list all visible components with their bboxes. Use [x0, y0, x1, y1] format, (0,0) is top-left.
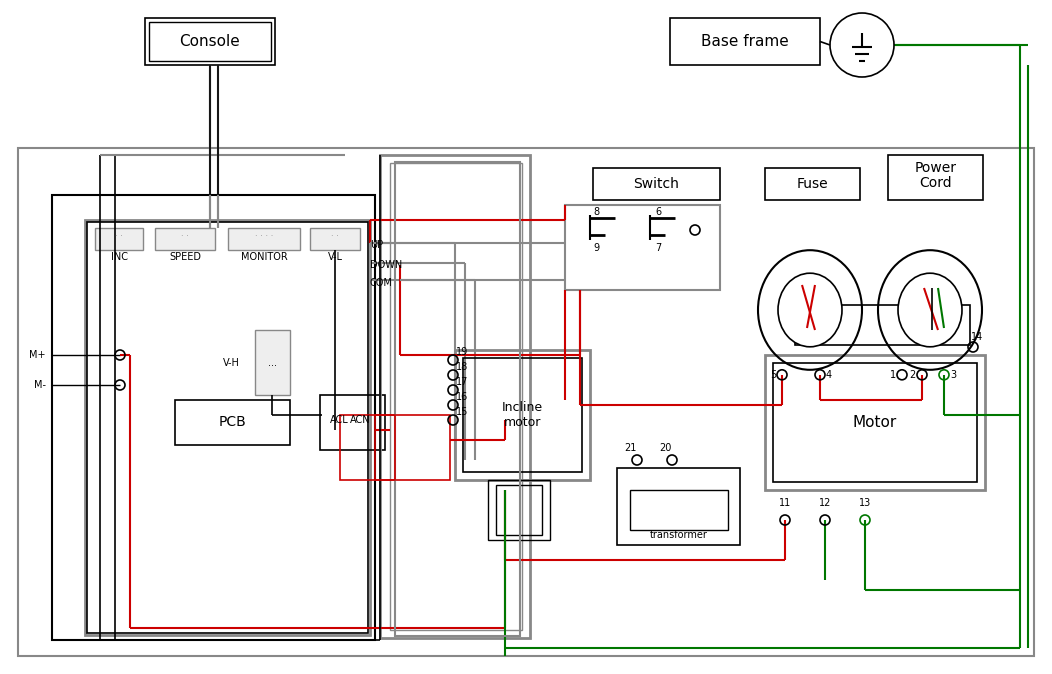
Text: 14: 14 — [971, 332, 984, 342]
Text: 7: 7 — [655, 243, 662, 253]
Ellipse shape — [778, 273, 842, 347]
Text: INC: INC — [110, 252, 127, 262]
Bar — [618, 468, 740, 545]
Bar — [155, 228, 215, 250]
Bar — [630, 490, 728, 530]
Bar — [145, 18, 275, 65]
Bar — [95, 228, 143, 250]
Text: 19: 19 — [456, 347, 468, 357]
Bar — [495, 485, 542, 535]
Text: Switch: Switch — [633, 177, 680, 191]
Text: 15: 15 — [456, 407, 468, 417]
Text: 9: 9 — [593, 243, 600, 253]
Text: M-: M- — [34, 380, 46, 390]
Text: 5: 5 — [770, 370, 776, 380]
Text: V-H: V-H — [223, 357, 240, 367]
Text: 11: 11 — [778, 498, 791, 508]
Bar — [670, 18, 820, 65]
Text: 16: 16 — [456, 392, 468, 402]
Text: 13: 13 — [858, 498, 871, 508]
Text: . .: . . — [181, 230, 189, 239]
Text: . .: . . — [331, 230, 339, 239]
Bar — [85, 220, 370, 635]
Text: Fuse: Fuse — [796, 177, 828, 191]
Text: M+: M+ — [29, 350, 46, 360]
Bar — [255, 330, 290, 395]
Text: Base frame: Base frame — [701, 34, 789, 49]
Text: . .: . . — [115, 230, 123, 239]
Text: transformer: transformer — [649, 530, 707, 540]
Text: UP: UP — [370, 240, 383, 250]
Bar — [888, 155, 983, 200]
Text: 12: 12 — [818, 498, 831, 508]
Text: MONITOR: MONITOR — [241, 252, 287, 262]
Text: V-L: V-L — [327, 252, 343, 262]
Text: 4: 4 — [826, 370, 832, 380]
Bar — [18, 148, 1034, 656]
Text: 1: 1 — [890, 370, 896, 380]
Bar — [375, 415, 450, 480]
Bar — [488, 480, 550, 540]
Text: Incline
motor: Incline motor — [502, 401, 543, 429]
Text: 3: 3 — [950, 370, 956, 380]
Text: Cord: Cord — [919, 176, 952, 190]
Bar — [765, 355, 985, 490]
Text: 2: 2 — [910, 370, 916, 380]
Bar — [394, 162, 520, 636]
Text: 20: 20 — [659, 443, 671, 453]
Text: COM: COM — [370, 278, 392, 288]
Bar — [52, 195, 375, 640]
Bar — [795, 305, 970, 345]
Bar — [310, 228, 360, 250]
Bar — [765, 168, 859, 200]
Text: 6: 6 — [655, 207, 661, 217]
Bar — [228, 228, 300, 250]
Text: ACN: ACN — [350, 415, 370, 425]
Bar — [175, 400, 290, 445]
Text: Power: Power — [914, 161, 956, 175]
Text: Console: Console — [180, 34, 240, 49]
Text: 8: 8 — [593, 207, 600, 217]
Bar — [456, 350, 590, 480]
Text: PCB: PCB — [219, 415, 246, 429]
Bar — [320, 395, 385, 450]
Bar — [773, 363, 977, 482]
Text: 18: 18 — [456, 362, 468, 372]
Bar — [340, 415, 394, 480]
Bar — [463, 358, 582, 472]
Bar — [565, 205, 720, 290]
Text: DOWN: DOWN — [370, 260, 402, 270]
Text: . . . .: . . . . — [255, 230, 274, 239]
Bar — [593, 168, 720, 200]
Text: SPEED: SPEED — [169, 252, 201, 262]
Text: 21: 21 — [624, 443, 636, 453]
Bar — [380, 155, 530, 638]
Bar — [390, 163, 522, 630]
Bar — [87, 222, 368, 633]
Ellipse shape — [898, 273, 962, 347]
Bar — [149, 22, 271, 61]
Text: Motor: Motor — [853, 415, 897, 430]
Text: ACL: ACL — [330, 415, 349, 425]
Text: ...: ... — [268, 357, 277, 367]
Text: 17: 17 — [456, 377, 468, 387]
